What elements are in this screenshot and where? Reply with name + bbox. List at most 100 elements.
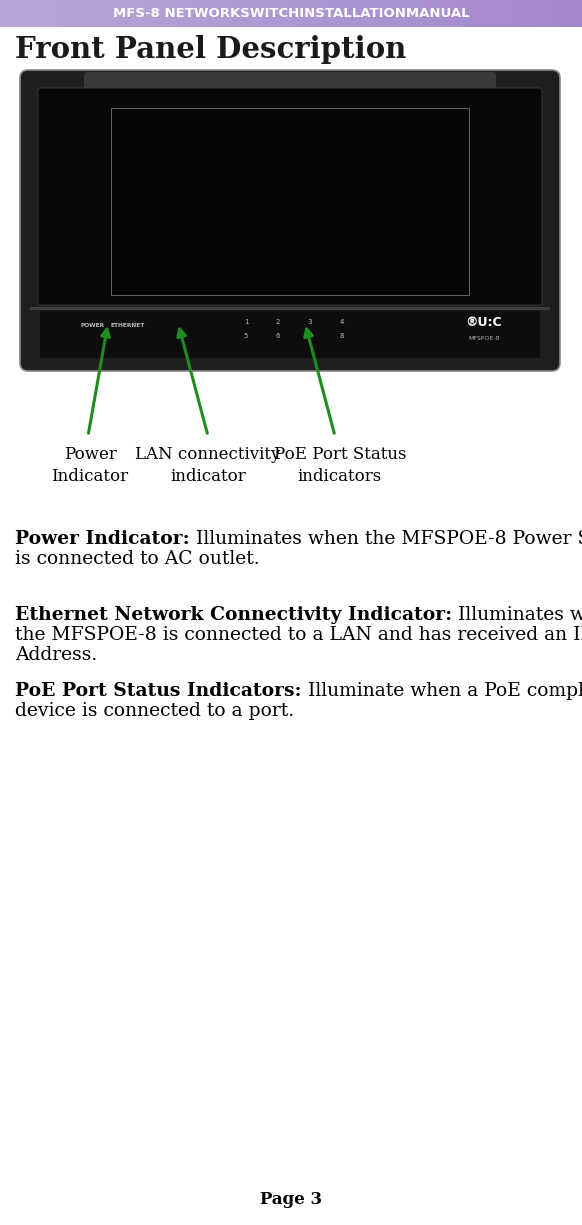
Bar (221, 0, 225, 27)
Text: Front Panel Description: Front Panel Description (15, 36, 406, 65)
Bar (562, 0, 566, 27)
Bar (70, 0, 74, 27)
Bar (253, 0, 257, 27)
Bar (116, 0, 120, 27)
Bar (250, 0, 254, 27)
Bar (297, 0, 301, 27)
Bar (265, 0, 269, 27)
Bar (579, 0, 582, 27)
Bar (370, 0, 374, 27)
Bar (553, 0, 557, 27)
Bar (146, 0, 150, 27)
Bar (463, 0, 467, 27)
Bar (262, 0, 266, 27)
Text: 7: 7 (308, 332, 313, 338)
Bar (236, 0, 240, 27)
Bar (143, 0, 147, 27)
Bar (279, 0, 283, 27)
Bar (329, 0, 333, 27)
Bar (515, 0, 519, 27)
Bar (47, 0, 51, 27)
Bar (381, 0, 385, 27)
Bar (387, 0, 391, 27)
Bar (96, 0, 100, 27)
Bar (506, 0, 510, 27)
Bar (108, 0, 112, 27)
Bar (122, 0, 126, 27)
Bar (480, 0, 484, 27)
Text: ®U:C: ®U:C (466, 316, 502, 330)
Bar (332, 0, 336, 27)
Bar (509, 0, 513, 27)
Bar (233, 0, 237, 27)
Bar (49, 0, 54, 27)
Bar (81, 0, 86, 27)
Bar (326, 0, 330, 27)
Bar (9, 0, 13, 27)
Bar (271, 0, 275, 27)
Text: 8: 8 (340, 332, 344, 338)
Bar (393, 0, 397, 27)
Bar (84, 0, 88, 27)
Bar (544, 0, 548, 27)
Bar (469, 0, 473, 27)
Bar (276, 0, 281, 27)
Bar (163, 0, 167, 27)
Text: Illuminate when a PoE compliant: Illuminate when a PoE compliant (301, 682, 582, 699)
Text: PoE Port Status Indicators:: PoE Port Status Indicators: (15, 682, 301, 699)
Text: indicators: indicators (298, 468, 382, 485)
Bar (530, 0, 534, 27)
Bar (419, 0, 423, 27)
Bar (215, 0, 219, 27)
Bar (378, 0, 382, 27)
Bar (29, 0, 33, 27)
Bar (44, 0, 48, 27)
Bar (239, 0, 243, 27)
Bar (294, 0, 298, 27)
Bar (425, 0, 429, 27)
Bar (160, 0, 164, 27)
Bar (186, 0, 190, 27)
Bar (64, 0, 68, 27)
Bar (434, 0, 438, 27)
Bar (151, 0, 155, 27)
Bar (41, 0, 45, 27)
Text: 6: 6 (276, 332, 281, 338)
Bar (384, 0, 388, 27)
Bar (471, 0, 475, 27)
Bar (457, 0, 461, 27)
Bar (137, 0, 141, 27)
Bar (23, 0, 27, 27)
Bar (38, 0, 42, 27)
Bar (445, 0, 449, 27)
Bar (311, 0, 315, 27)
Bar (169, 0, 173, 27)
Bar (570, 0, 574, 27)
Bar (565, 0, 569, 27)
Bar (20, 0, 24, 27)
Bar (61, 0, 65, 27)
Bar (111, 108, 469, 295)
Bar (35, 0, 39, 27)
Bar (274, 0, 278, 27)
Bar (573, 0, 577, 27)
Bar (428, 0, 432, 27)
Bar (148, 0, 152, 27)
Bar (131, 0, 135, 27)
Bar (355, 0, 359, 27)
Bar (175, 0, 179, 27)
Bar (489, 0, 493, 27)
Bar (227, 0, 231, 27)
Text: PoE Port Status: PoE Port Status (274, 446, 406, 463)
Text: is connected to AC outlet.: is connected to AC outlet. (15, 550, 260, 568)
Bar (195, 0, 199, 27)
Bar (212, 0, 217, 27)
Bar (172, 0, 176, 27)
Bar (521, 0, 525, 27)
Bar (99, 0, 103, 27)
Bar (166, 0, 170, 27)
Bar (256, 0, 260, 27)
Bar (346, 0, 350, 27)
Bar (259, 0, 263, 27)
Bar (300, 0, 304, 27)
